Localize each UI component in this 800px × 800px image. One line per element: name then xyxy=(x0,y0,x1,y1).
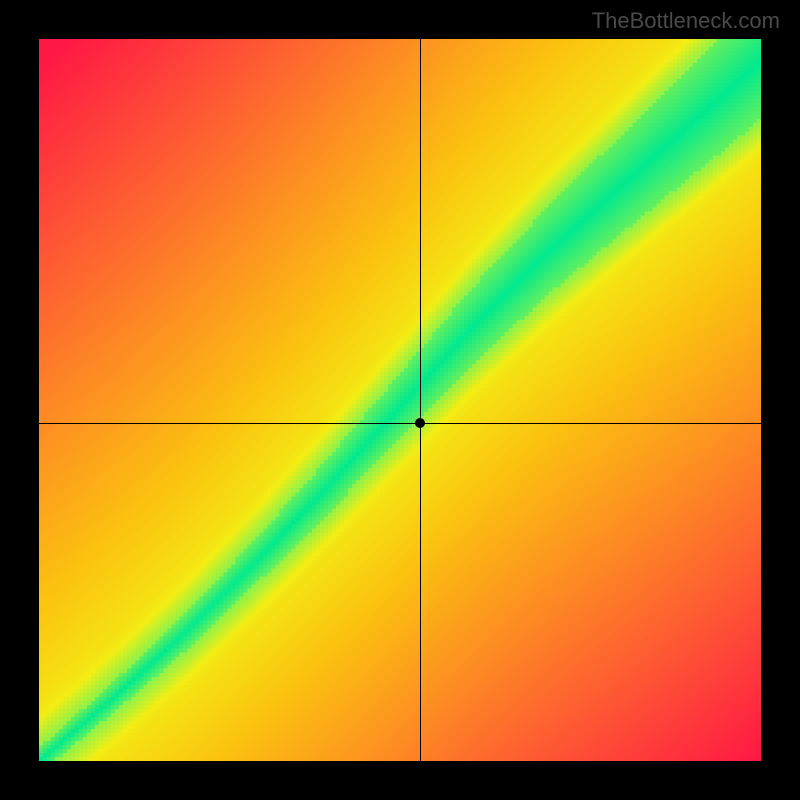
heatmap-plot-area xyxy=(39,39,761,761)
watermark-text: TheBottleneck.com xyxy=(592,8,780,34)
crosshair-horizontal xyxy=(39,423,761,424)
bottleneck-heatmap xyxy=(39,39,761,761)
crosshair-vertical xyxy=(420,39,421,761)
crosshair-marker xyxy=(415,418,425,428)
